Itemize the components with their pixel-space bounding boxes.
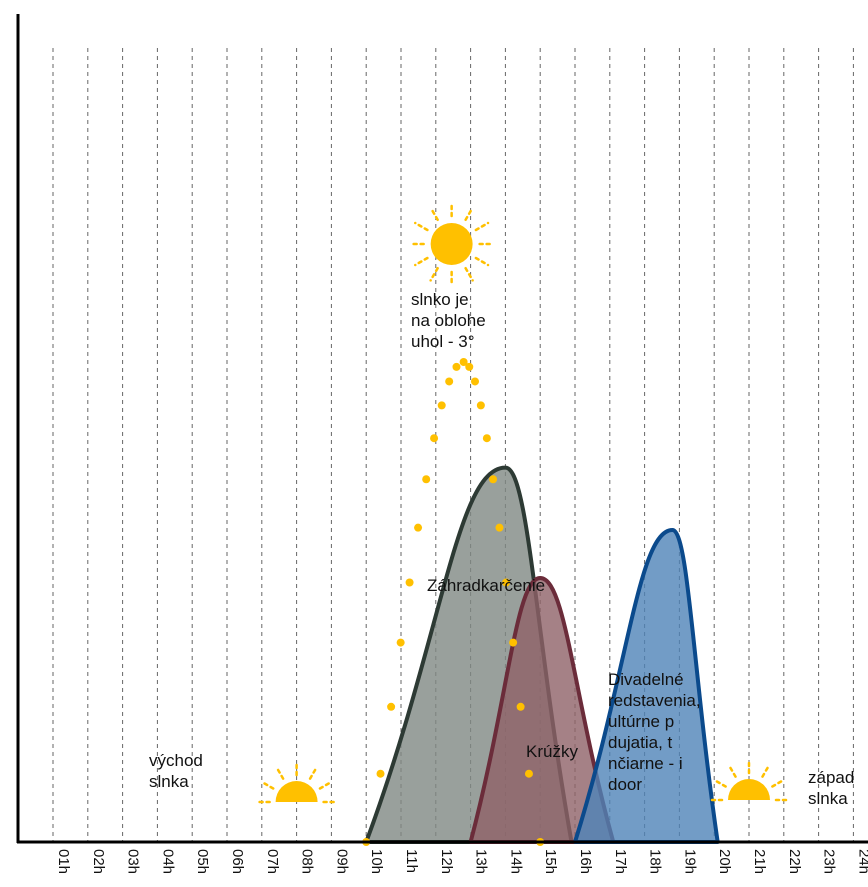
sun-path-dot [516,702,525,711]
noon-label-line-2: na oblohe [411,311,486,330]
sun-ray [318,780,333,790]
sun-path-dot [376,769,385,778]
sun-icons [255,200,791,804]
sun-path-dot [405,578,414,587]
series-label-divadelne-line-1: Divadelné [608,670,684,689]
sun-path-dot [482,434,491,443]
series-label-divadelne-line-5: nčiarne - i [608,754,683,773]
sun-ray [429,206,439,222]
series-label-divadelne-line-6: door [608,775,642,794]
sunset-icon [728,779,770,800]
sun-ray [275,766,285,780]
sun-path-dot [430,434,439,443]
sunrise-icon [275,781,318,802]
x-tick-12h: 12h [438,849,455,874]
sun-path-dot [524,769,533,778]
sun-ray [464,266,474,282]
series-label-divadelne-line-2: redstavenia, [608,691,701,710]
sun-path-dot [495,523,504,532]
x-tick-13h: 13h [473,849,490,874]
x-tick-16h: 16h [577,849,594,874]
chart-labels: východ slnka západ slnka slnko je na oblohe uh… [149,290,854,808]
x-tick-09h: 09h [333,849,350,874]
noon-sun-icon [430,223,473,265]
sunrise-label-line-1: východ [149,751,203,770]
x-tick-08h: 08h [299,849,316,874]
x-tick-02h: 02h [90,849,107,874]
sun-ray [727,764,737,778]
sunset-label-line-2: slnka [808,789,848,808]
sun-path-dot [437,401,446,410]
x-tick-05h: 05h [194,849,211,874]
x-tick-14h: 14h [507,849,524,874]
series-label-divadelne-line-3: ultúrne p [608,712,674,731]
x-tick-labels: 01h 02h 03h 04h 05h 06h 07h 08h 09h 10h 11h 12h 13h 1… [55,849,868,874]
sun-ray [308,766,318,780]
x-tick-03h: 03h [125,849,142,874]
series-label-kruzky-line-1: Krúžky [526,742,578,761]
sun-path-dot [465,362,474,371]
sun-path-dot [489,475,498,484]
sun-path-dot [422,475,431,484]
sun-ray [260,780,275,790]
x-tick-23h: 23h [821,849,838,874]
x-tick-04h: 04h [159,849,176,874]
sun-ray [474,221,490,232]
x-tick-20h: 20h [716,849,733,874]
x-tick-18h: 18h [647,849,664,874]
activity-area-3 [573,528,720,844]
sun-path-dot [476,401,485,410]
x-tick-01h: 01h [55,849,72,874]
series-label-zahradkarcenie-line-1: Záhradkarčenie [427,576,545,595]
x-tick-17h: 17h [612,849,629,874]
sun-path-dot [459,358,468,366]
sun-ray [414,256,429,267]
sun-ray [414,221,429,232]
x-tick-19h: 19h [681,849,698,874]
sun-ray [429,266,439,282]
activity-area-2 [468,576,616,844]
x-tick-06h: 06h [229,849,246,874]
x-tick-07h: 07h [264,849,281,874]
sun-path [362,358,545,846]
noon-label-line-1: slnko je [411,290,469,309]
x-tick-10h: 10h [368,849,385,874]
sun-path-dot [509,638,518,647]
sun-ray [464,206,474,222]
x-tick-21h: 21h [751,849,768,874]
series-label-divadelne-line-4: dujatia, t [608,733,673,752]
sunset-label-line-1: západ [808,768,854,787]
activity-areas [364,465,720,844]
sun-path-dot [414,523,423,532]
sun-ray [761,764,771,778]
sun-path-dot [470,377,479,386]
sun-path-dot [445,377,454,386]
sun-ray [474,256,490,267]
x-tick-22h: 22h [786,849,803,874]
sun-path-dot [452,362,461,371]
x-tick-15h: 15h [542,849,559,874]
sun-path-dot [387,702,396,711]
x-tick-11h: 11h [403,849,420,873]
sun-path-dot [396,638,405,647]
sun-ray [771,778,785,788]
x-tick-24h: 24h [855,849,868,874]
axes [16,14,868,844]
sun-path-dot [502,578,511,587]
noon-label-line-3: uhol - 3° [411,332,475,351]
sunrise-label-line-2: slnka [149,772,189,791]
sun-ray [713,778,727,788]
